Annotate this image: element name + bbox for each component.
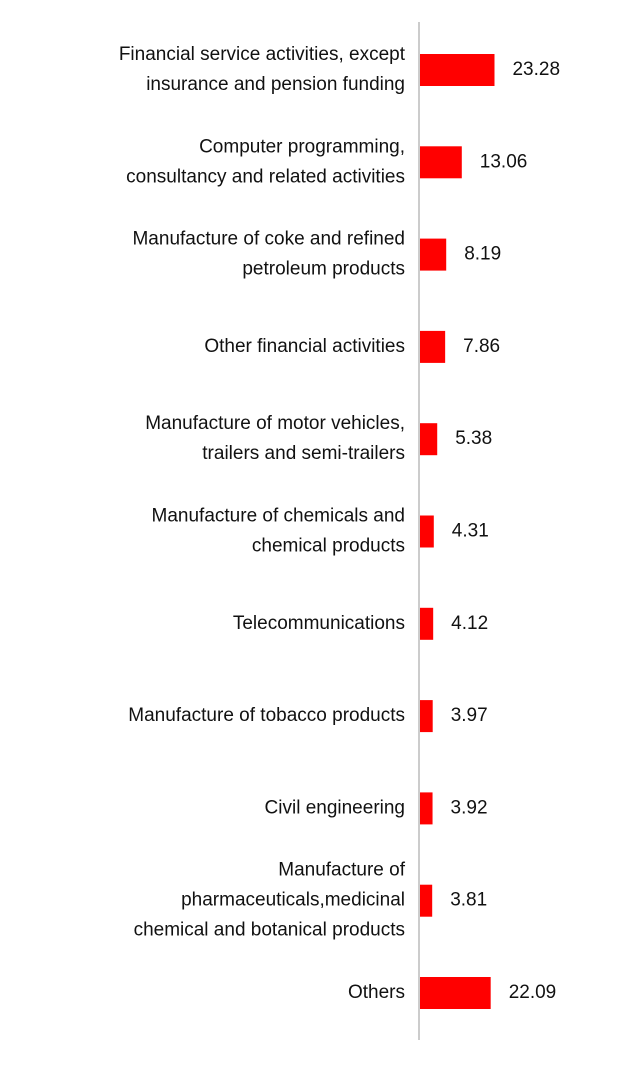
value-label-2: 13.06 — [480, 151, 528, 172]
category-label-10: Manufacture of pharmaceuticals,medicinal c… — [134, 860, 406, 941]
value-label-7: 4.12 — [451, 613, 488, 634]
value-label-11: 22.09 — [509, 982, 557, 1003]
value-label-6: 4.31 — [452, 521, 489, 542]
bar-2 — [420, 146, 462, 179]
category-label-2: Computer programming, consultancy and rel… — [126, 136, 405, 187]
bar-11 — [420, 977, 491, 1009]
bar-7 — [420, 607, 434, 640]
category-label-8: Manufacture of tobacco products — [128, 705, 405, 726]
bar-8 — [420, 700, 433, 733]
category-label-9: Civil engineering — [265, 797, 405, 818]
bar-1 — [420, 54, 495, 86]
value-label-8: 3.97 — [451, 705, 488, 726]
value-label-5: 5.38 — [455, 428, 492, 449]
category-label-6: Manufacture of chemicals and chemical pro… — [152, 506, 405, 557]
bar-10 — [420, 884, 433, 917]
category-label-3: Manufacture of coke and refined petroleum… — [132, 229, 405, 280]
bar-3 — [420, 238, 447, 271]
value-label-1: 23.28 — [512, 59, 560, 80]
value-label-9: 3.92 — [451, 797, 488, 818]
value-label-3: 8.19 — [464, 244, 501, 265]
category-label-7: Telecommunications — [233, 613, 405, 634]
category-label-5: Manufacture of motor vehicles, trailers a… — [145, 413, 405, 464]
bar-4 — [420, 330, 446, 363]
category-label-11: Others — [348, 982, 405, 1003]
value-label-10: 3.81 — [450, 890, 487, 911]
bar-6 — [420, 515, 434, 548]
bar-5 — [420, 423, 438, 456]
bars-group — [420, 54, 495, 1009]
value-labels-group: 23.28 13.06 8.19 7.86 5.38 4.31 4.12 3.97 3.92 3.… — [450, 59, 560, 1003]
category-label-1: Financial service activities, except insu… — [119, 44, 406, 95]
category-labels-group: Financial service activities, except insu… — [119, 44, 406, 1003]
bar-9 — [420, 792, 433, 825]
category-label-4: Other financial activities — [204, 336, 405, 357]
value-label-4: 7.86 — [463, 336, 500, 357]
